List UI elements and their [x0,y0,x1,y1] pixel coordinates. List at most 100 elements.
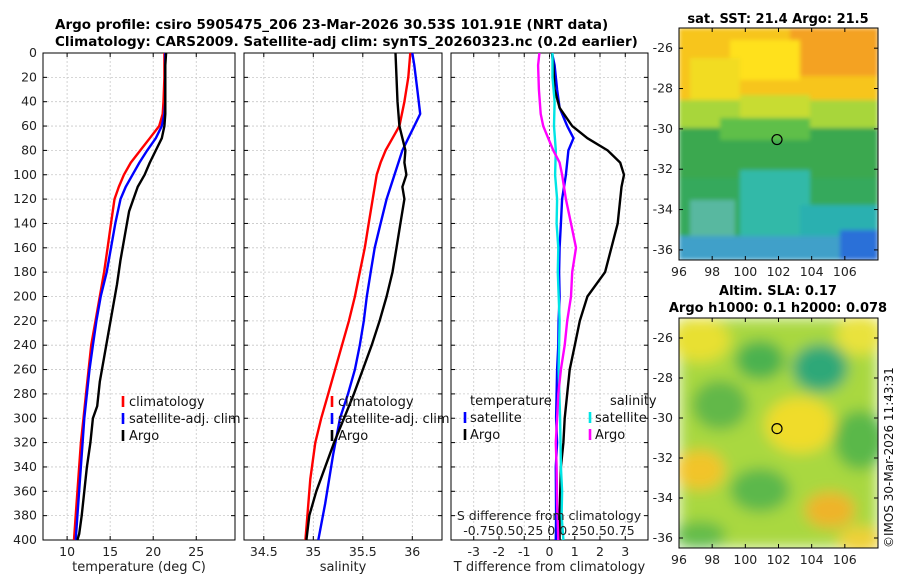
salinity-profile-xlabel: salinity [320,560,367,575]
salinity-profile-panel: 34.5 35 35.5 36 salinity climatology satellite… [243,52,450,575]
x-tick-label: 1 [571,544,579,559]
y-tick-label: 360 [13,483,37,498]
difference-profile-xlabel: T difference from climatology [453,560,646,575]
y-tick-label: 280 [13,386,37,401]
map-x-tick-label: 96 [671,264,687,279]
y-tick-label: 260 [13,362,37,377]
map-x-tick-label: 100 [733,264,757,279]
difference-profile-temperature-argo-line [550,52,626,540]
legend-label: satellite [595,411,647,426]
map-y-tick-label: -28 [653,81,673,96]
legend-label: satellite-adj. clim [338,412,450,427]
sla-map-image [679,318,878,548]
legend-label: Argo [595,428,625,443]
y-tick-label: 300 [13,410,37,425]
temperature-profile-satellite-adj-clim-line [74,53,167,541]
map-y-tick-label: -36 [653,530,673,545]
sla-map-title-line-1: Altim. SLA: 0.17 [719,284,837,299]
salinity-profile-climatology-line [304,52,412,541]
y-tick-label: 160 [13,240,37,255]
y-tick-label: 180 [13,264,37,279]
map-y-tick-label: -32 [653,450,673,465]
difference-profile-salinity-argo-line [536,52,578,541]
x-tick-label: 25 [188,544,204,559]
legend-label: satellite [470,411,522,426]
map-x-tick-label: 102 [767,264,791,279]
y-tick-label: 20 [21,69,37,84]
s-difference-axis-label: S difference from climatology [457,508,642,523]
y-tick-label: 240 [13,337,37,352]
difference-profile-panel: -3 -2 -1 0 1 2 3T difference from climatology t… [450,52,657,575]
x-tick-label: 2 [596,544,604,559]
map-y-tick-label: -30 [653,121,673,136]
y-tick-label: 320 [13,435,37,450]
y-tick-label: 0 [29,45,37,60]
difference-profile-salinity-satellite-line [551,53,565,541]
legend-label: Argo [470,428,500,443]
x-tick-label: 35 [305,544,321,559]
y-tick-label: 380 [13,508,37,523]
legend-label: satellite-adj. clim [129,412,241,427]
x-tick-label: -2 [493,544,505,559]
x-tick-label: 34.5 [250,544,278,559]
map-y-tick-label: -30 [653,410,673,425]
map-y-tick-label: -36 [653,242,673,257]
x-tick-label: -3 [467,544,479,559]
map-x-tick-label: 98 [704,264,720,279]
map-x-tick-label: 106 [833,552,857,567]
map-y-tick-label: -32 [653,161,673,176]
map-y-tick-label: -28 [653,370,673,385]
y-tick-label: 340 [13,459,37,474]
y-tick-label: 120 [13,191,37,206]
y-tick-label: 60 [21,118,37,133]
map-y-tick-label: -26 [653,40,673,55]
y-tick-label: 40 [21,94,37,109]
map-y-tick-label: -26 [653,330,673,345]
salinity-profile-argo-line [305,52,408,541]
temperature-profile-xlabel: temperature (deg C) [72,560,206,575]
x-tick-label: 3 [621,544,629,559]
map-x-tick-label: 106 [833,264,857,279]
sla-map-title-line-2: Argo h1000: 0.1 h2000: 0.078 [669,301,887,316]
x-tick-label: 15 [102,544,118,559]
sla-argo-location-marker [771,423,783,435]
legend-label: Argo [338,429,368,444]
salinity-profile-satellite-adj-clim-line [317,52,422,541]
x-tick-label: -1 [518,544,530,559]
y-tick-label: 220 [13,313,37,328]
y-tick-label: 400 [13,532,37,547]
x-tick-label: 10 [59,544,75,559]
x-tick-label: 20 [145,544,161,559]
legend-label: climatology [338,395,414,410]
x-tick-label: 0 [546,544,554,559]
sst-argo-location-marker [771,133,783,146]
x-tick-label: 35.5 [349,544,377,559]
y-tick-label: 200 [13,289,37,304]
legend-label: Argo [129,429,159,444]
figure-title-line-2: Climatology: CARS2009. Satellite-adj cli… [55,34,638,50]
figure-title-line-1: Argo profile: csiro 5905475_206 23-Mar-2… [55,17,608,33]
temperature-profile-panel: 10 15 20 25 0 20 40 60 80 100 120 140 160 180 200 220 24… [13,45,240,575]
sst-map-panel: sat. SST: 21.4 Argo: 21.5 96 98 100 102 104 1… [653,12,879,279]
imos-credit: ©IMOS 30-Mar-2026 11:43:31 [882,367,896,548]
map-y-tick-label: -34 [653,490,673,505]
map-x-tick-label: 100 [733,552,757,567]
map-x-tick-label: 104 [800,264,824,279]
sst-map-image [679,28,878,260]
s-difference-tick-labels: -0.750.50.25 0 0.250.50.75 [463,523,635,538]
x-tick-label: 36 [404,544,420,559]
map-x-tick-label: 102 [767,552,791,567]
map-y-tick-label: -34 [653,202,673,217]
map-x-tick-label: 96 [671,552,687,567]
map-x-tick-label: 104 [800,552,824,567]
y-tick-label: 80 [21,142,37,157]
legend-label: climatology [129,395,205,410]
legend-title-temperature: temperature [470,394,552,409]
legend-title-salinity: salinity [610,394,657,409]
map-x-tick-label: 98 [704,552,720,567]
y-tick-label: 140 [13,215,37,230]
sla-map-panel: Altim. SLA: 0.17 Argo h1000: 0.1 h2000: … [653,284,888,567]
y-tick-label: 100 [13,167,37,182]
temperature-profile-argo-line [76,52,168,541]
